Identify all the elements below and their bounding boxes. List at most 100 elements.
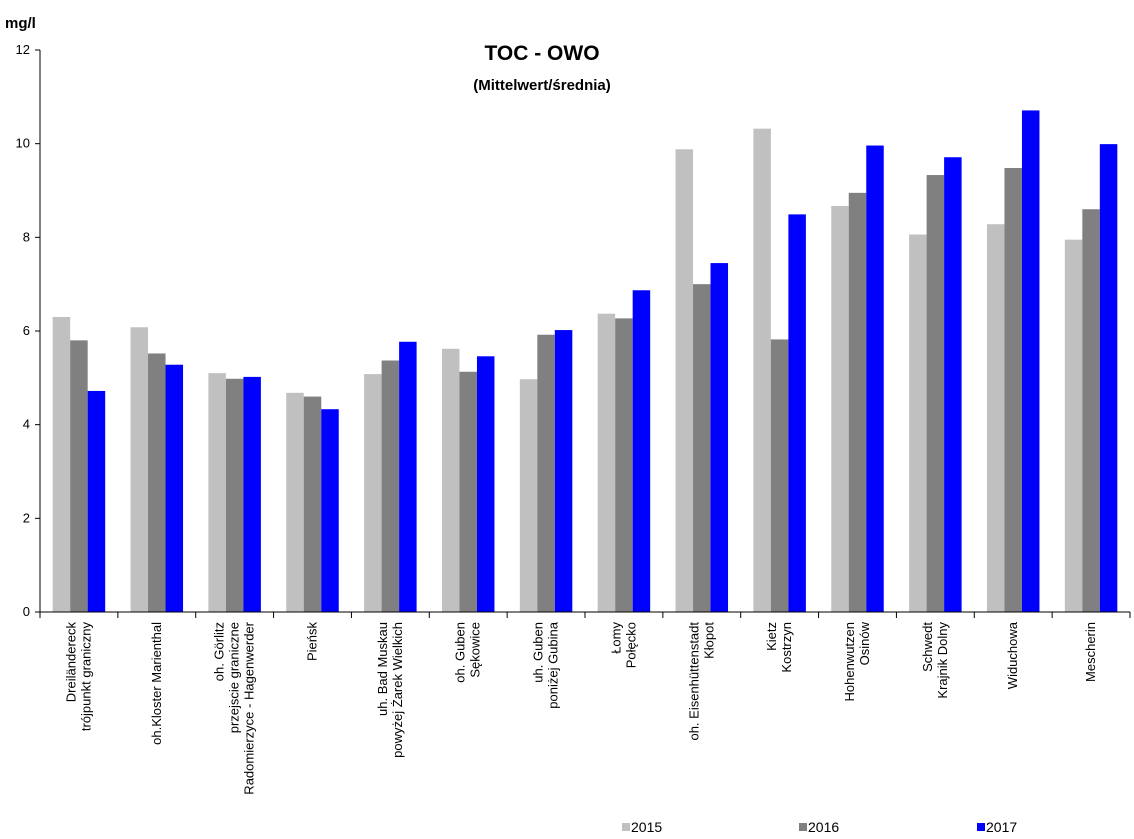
bar-2015-9 (675, 149, 694, 612)
bar-2016-6 (459, 371, 477, 612)
category-label-7: uh. Gubenponiżej Gubina (531, 621, 561, 708)
axes-group (39, 50, 1131, 618)
category-label-line: oh. Guben (453, 622, 468, 683)
category-label-line: Radomierzyce - Hagenwerder (242, 621, 257, 794)
category-label-line: uh. Bad Muskau (375, 622, 390, 716)
bar-2016-7 (537, 334, 555, 612)
bar-2016-8 (615, 318, 633, 612)
category-label-line: oh. Görlitz (212, 622, 227, 681)
bar-2016-3 (225, 378, 244, 612)
category-label-line: oh.Kloster Marienthal (149, 622, 164, 745)
category-label-13: Widuchowa (1005, 621, 1020, 689)
category-label-14: Mescherin (1083, 622, 1098, 682)
bar-2015-2 (130, 327, 149, 612)
category-label-line: powyżej Żarek Wielkich (390, 622, 405, 758)
legend-swatch-2017 (977, 823, 985, 831)
bar-2016-9 (693, 284, 711, 612)
y-tick-label: 2 (23, 510, 30, 525)
x-labels-group: Dreiländerecktrójpunkt graniczny oh.Klost… (63, 621, 1098, 794)
bars-group (52, 110, 1118, 613)
category-label-line: Kietz (764, 622, 779, 651)
bar-2016-1 (70, 340, 88, 612)
bar-2017-5 (399, 341, 417, 612)
y-tick-label: 4 (23, 417, 30, 432)
category-label-9: oh. EisenhüttenstadtKłopot (686, 622, 716, 741)
bar-2016-11 (848, 192, 867, 612)
y-tick-label: 0 (23, 604, 30, 619)
bar-2015-14 (1064, 239, 1083, 613)
y-tick-label: 10 (16, 136, 30, 151)
bar-2016-10 (770, 339, 789, 612)
category-label-line: Sękowice (468, 622, 483, 678)
category-label-line: poniżej Gubina (546, 621, 561, 708)
legend-label-2017: 2017 (986, 819, 1017, 835)
legend-swatch-2015 (622, 823, 630, 831)
y-tick-label: 8 (23, 229, 30, 244)
category-label-11: HohenwutzenOsinów (842, 621, 872, 701)
category-label-12: SchwedtKrajnik Dolny (920, 622, 950, 699)
bar-2017-4 (321, 409, 339, 612)
bar-2016-4 (303, 396, 322, 612)
category-label-5: uh. Bad Muskaupowyżej Żarek Wielkich (375, 622, 405, 758)
category-label-line: uh. Guben (531, 622, 546, 683)
bar-2016-12 (926, 175, 945, 613)
bar-2017-2 (165, 364, 184, 612)
legend-swatch-2016 (799, 823, 807, 831)
bar-2017-12 (944, 157, 962, 612)
bar-2015-8 (597, 313, 616, 612)
category-label-line: Widuchowa (1005, 621, 1020, 689)
bar-2017-13 (1021, 110, 1040, 612)
bar-2015-4 (286, 392, 304, 612)
bar-2017-8 (632, 290, 651, 612)
bar-2016-13 (1004, 168, 1022, 612)
category-label-line: oh. Eisenhüttenstadt (686, 622, 701, 741)
category-label-1: Dreiländerecktrójpunkt graniczny (63, 622, 93, 732)
bar-2016-5 (381, 360, 400, 612)
category-label-line: Hohenwutzen (842, 622, 857, 702)
legend-label-2016: 2016 (808, 819, 839, 835)
bar-2015-7 (519, 379, 538, 612)
category-label-line: Krajnik Dolny (935, 622, 950, 699)
category-label-line: Dreiländereck (63, 622, 78, 703)
chart-title: TOC - OWO (484, 42, 599, 65)
bar-2015-1 (52, 316, 71, 612)
y-tick-label: 12 (16, 42, 30, 57)
category-label-2: oh.Kloster Marienthal (149, 622, 164, 745)
bar-2017-11 (866, 145, 884, 613)
category-label-line: Kłopot (701, 622, 716, 659)
category-label-line: Mescherin (1083, 622, 1098, 682)
category-label-10: KietzKostrzyn (764, 622, 794, 673)
category-label-line: Kostrzyn (779, 622, 794, 673)
bar-2017-3 (243, 376, 261, 612)
category-label-line: Połęcko (623, 622, 638, 668)
category-label-line: Łomy (608, 622, 623, 654)
bar-2017-14 (1099, 144, 1118, 612)
chart-subtitle: (Mittelwert/średnia) (473, 77, 611, 94)
bar-2017-1 (87, 390, 106, 612)
bar-2015-11 (831, 205, 849, 612)
category-label-line: Schwedt (920, 622, 935, 672)
category-label-line: Pieńsk (305, 622, 320, 662)
bar-2017-7 (554, 330, 573, 612)
bar-2016-2 (148, 353, 166, 612)
y-axis-label: mg/l (5, 15, 36, 32)
bar-2015-13 (986, 224, 1005, 612)
bar-2017-6 (476, 356, 495, 612)
category-label-line: przejscie graniczne (227, 622, 242, 733)
bar-2017-10 (788, 214, 806, 612)
y-tick-label: 6 (23, 323, 30, 338)
category-label-line: trójpunkt graniczny (78, 622, 93, 732)
legend: 2015 2016 2017 (622, 819, 1017, 835)
y-ticks-group: 0 2 4 6 8 10 12 (16, 42, 40, 619)
bar-2015-5 (364, 374, 382, 612)
category-label-line: Osinów (857, 621, 872, 665)
legend-label-2015: 2015 (631, 819, 662, 835)
bar-2015-3 (208, 373, 226, 612)
bar-2015-12 (909, 234, 927, 613)
category-label-3: oh. Görlitzprzejscie graniczneRadomierzy… (212, 621, 257, 794)
category-label-6: oh. GubenSękowice (453, 622, 483, 683)
category-label-4: Pieńsk (305, 622, 320, 662)
category-label-8: ŁomyPołęcko (608, 622, 638, 669)
bar-2015-6 (441, 348, 460, 612)
